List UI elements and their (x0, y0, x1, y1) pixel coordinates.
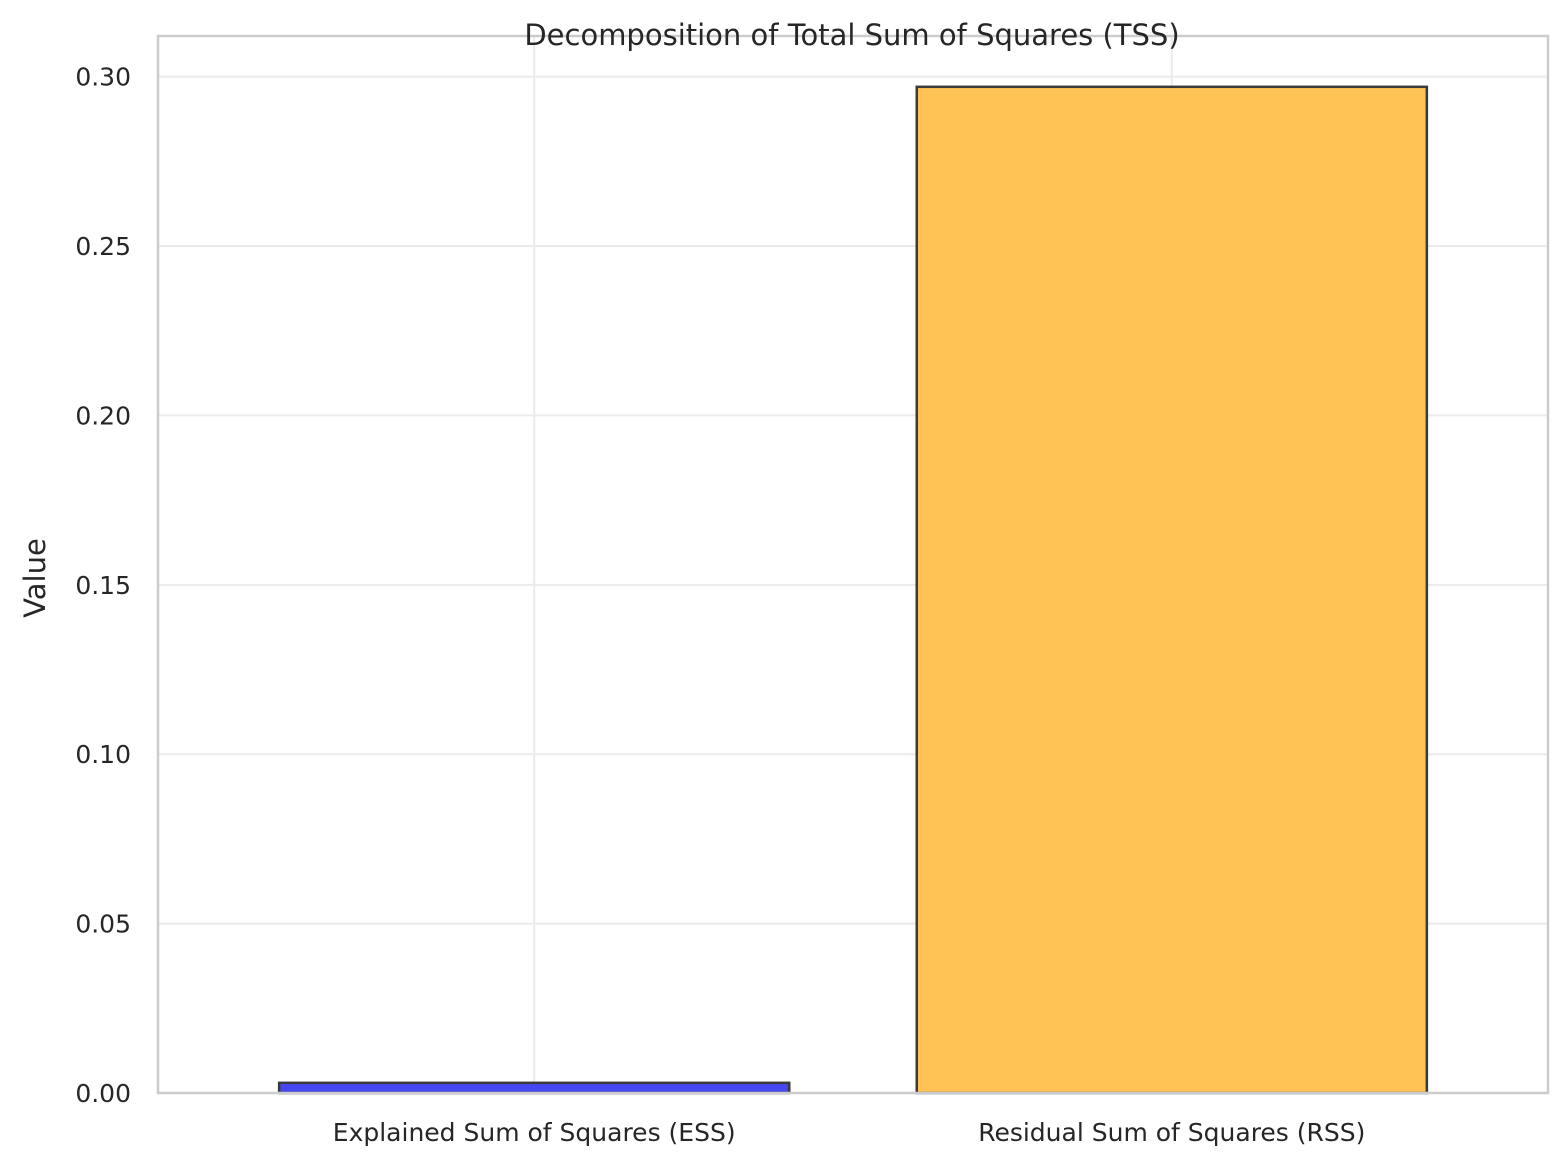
bar-rss (915, 85, 1429, 1095)
y-tick-label: 0.05 (75, 910, 131, 939)
y-tick-label: 0.30 (75, 63, 131, 92)
x-tick-label: Residual Sum of Squares (RSS) (978, 1118, 1365, 1147)
y-tick-label: 0.20 (75, 401, 131, 430)
plot-frame (156, 34, 1550, 1095)
x-tick-label: Explained Sum of Squares (ESS) (333, 1118, 736, 1147)
bar-ess (277, 1081, 791, 1095)
y-tick-label: 0.25 (75, 232, 131, 261)
y-tick-label: 0.10 (75, 740, 131, 769)
x-axis-ticks: Explained Sum of Squares (ESS) Residual S… (333, 1118, 1366, 1147)
y-axis-ticks: 0.00 0.05 0.10 0.15 0.20 0.25 0.30 (75, 63, 131, 1108)
y-tick-label: 0.15 (75, 571, 131, 600)
bars (277, 85, 1429, 1095)
y-axis-label: Value (18, 538, 52, 618)
chart-title: Decomposition of Total Sum of Squares (T… (524, 18, 1179, 52)
y-tick-label: 0.00 (75, 1079, 131, 1108)
